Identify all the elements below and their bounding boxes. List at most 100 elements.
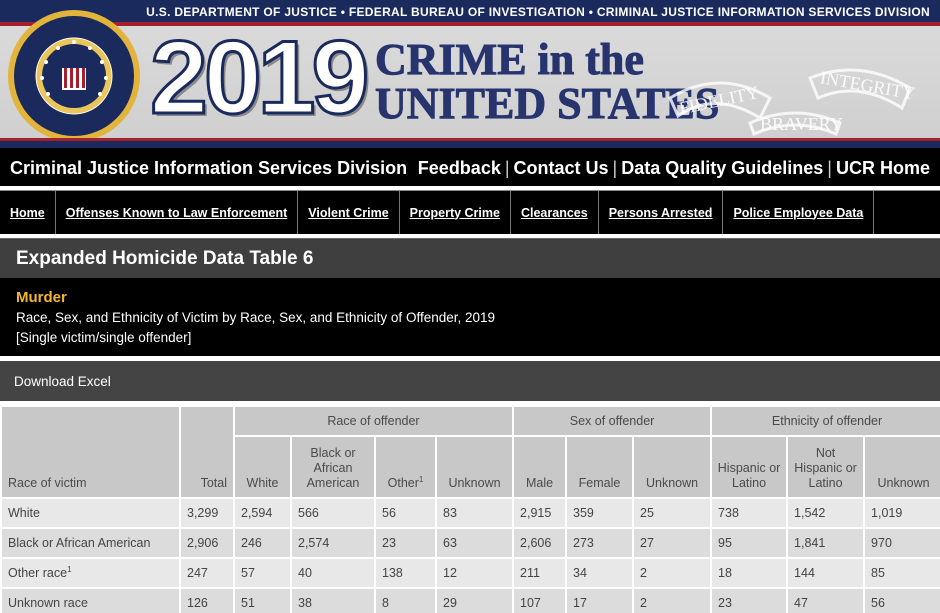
cell-white: 57 — [235, 559, 290, 587]
nav-offenses-known[interactable]: Offenses Known to Law Enforcement — [56, 191, 299, 234]
col-hispanic: Hispanic or Latino — [712, 437, 787, 497]
group-ethnicity-of-offender: Ethnicity of offender — [712, 407, 940, 435]
cell-hispanic: 95 — [712, 529, 787, 557]
cell-not-hispanic: 1,841 — [788, 529, 864, 557]
cell-total: 2,906 — [181, 529, 233, 557]
table-row: White 3,299 2,594 566 56 83 2,915 359 25… — [2, 499, 940, 527]
link-separator: | — [504, 157, 510, 178]
division-title: Criminal Justice Information Services Di… — [10, 157, 408, 178]
table-row: Other race1 247 57 40 138 12 211 34 2 18… — [2, 559, 940, 587]
cell-other: 56 — [376, 499, 435, 527]
cell-total: 3,299 — [181, 499, 233, 527]
group-race-of-offender: Race of offender — [235, 407, 513, 435]
banner: U.S. DEPARTMENT OF JUSTICE • FEDERAL BUR… — [0, 0, 940, 148]
table-row: Unknown race 126 51 38 8 29 107 17 2 23 … — [2, 589, 940, 613]
col-ethnicity-unknown: Unknown — [865, 437, 940, 497]
link-separator: | — [827, 157, 832, 178]
cell-race-unknown: 63 — [437, 529, 513, 557]
homicide-data-table: Race of victim Total Race of offender Se… — [0, 405, 940, 613]
col-race-unknown: Unknown — [437, 437, 513, 497]
table-row: Black or African American 2,906 246 2,57… — [2, 529, 940, 557]
row-label: Unknown race — [2, 589, 179, 613]
cell-ethnicity-unknown: 970 — [865, 529, 940, 557]
contact-us-link[interactable]: Contact Us — [513, 157, 609, 178]
row-label: White — [2, 499, 179, 527]
cell-race-unknown: 29 — [437, 589, 513, 613]
ucr-home-link[interactable]: UCR Home — [835, 157, 930, 178]
motto-ribbon-icon: FIDELITY INTEGRITY BRAVERY — [668, 67, 917, 136]
cell-hispanic: 738 — [712, 499, 787, 527]
page-heading-bar: Expanded Homicide Data Table 6 — [0, 238, 940, 278]
col-female: Female — [567, 437, 633, 497]
cell-hispanic: 18 — [712, 559, 787, 587]
table-note: [Single victim/single offender] — [16, 330, 192, 345]
banner-year: 2019 — [148, 20, 370, 136]
col-sex-unknown: Unknown — [634, 437, 711, 497]
cell-ethnicity-unknown: 56 — [865, 589, 940, 613]
table-subtitle: Murder — [16, 289, 67, 306]
top-links: Feedback | Contact Us | Data Quality Guideli… — [418, 158, 930, 179]
col-black: Black or African American — [292, 437, 374, 497]
cell-not-hispanic: 144 — [788, 559, 864, 587]
cell-male: 2,606 — [514, 529, 566, 557]
motto-bravery: BRAVERY — [760, 114, 843, 134]
banner-top-strip: U.S. DEPARTMENT OF JUSTICE • FEDERAL BUR… — [0, 0, 940, 22]
link-separator: | — [612, 157, 618, 178]
banner-title-line2: UNITED STATES — [374, 79, 720, 128]
cell-sex-unknown: 27 — [634, 529, 711, 557]
fbi-seal-icon — [8, 10, 140, 142]
cell-female: 34 — [567, 559, 633, 587]
cell-not-hispanic: 1,542 — [788, 499, 864, 527]
cell-male: 211 — [514, 559, 566, 587]
cell-black: 2,574 — [292, 529, 374, 557]
col-other: Other1 — [376, 437, 435, 497]
cell-male: 2,915 — [514, 499, 566, 527]
cell-female: 273 — [567, 529, 633, 557]
cell-black: 40 — [292, 559, 374, 587]
footnote-marker: 1 — [418, 474, 424, 484]
table-caption: Race, Sex, and Ethnicity of Victim by Ra… — [16, 310, 496, 325]
division-bar: Criminal Justice Information Services Di… — [0, 148, 940, 186]
cell-race-unknown: 12 — [437, 559, 513, 587]
nav-home[interactable]: Home — [0, 191, 56, 234]
nav-violent-crime[interactable]: Violent Crime — [298, 191, 400, 234]
cell-ethnicity-unknown: 85 — [865, 559, 940, 587]
feedback-link[interactable]: Feedback — [417, 157, 501, 178]
table-description: Murder Race, Sex, and Ethnicity of Victi… — [0, 278, 940, 356]
download-excel-link[interactable]: Download Excel — [14, 373, 111, 389]
cell-race-unknown: 83 — [437, 499, 513, 527]
cell-sex-unknown: 2 — [634, 589, 711, 613]
cell-ethnicity-unknown: 1,019 — [865, 499, 940, 527]
cell-sex-unknown: 2 — [634, 559, 711, 587]
row-label-text: Other race — [8, 566, 68, 581]
data-quality-guidelines-link[interactable]: Data Quality Guidelines — [621, 157, 824, 178]
cell-sex-unknown: 25 — [634, 499, 711, 527]
cell-other: 23 — [376, 529, 435, 557]
cell-black: 38 — [292, 589, 374, 613]
col-race-of-victim: Race of victim — [2, 407, 179, 497]
cell-white: 2,594 — [235, 499, 290, 527]
banner-title-line1: CRIME in the — [375, 35, 645, 84]
banner-agency-line: U.S. DEPARTMENT OF JUSTICE • FEDERAL BUR… — [146, 5, 930, 19]
col-white: White — [235, 437, 290, 497]
cell-other: 8 — [376, 589, 435, 613]
col-not-hispanic: Not Hispanic or Latino — [788, 437, 864, 497]
nav-persons-arrested[interactable]: Persons Arrested — [599, 191, 724, 234]
banner-bottom-stripe — [0, 138, 940, 148]
nav-clearances[interactable]: Clearances — [511, 191, 599, 234]
cell-female: 17 — [567, 589, 633, 613]
main-nav: Home Offenses Known to Law Enforcement V… — [0, 190, 940, 234]
col-total: Total — [181, 407, 233, 497]
col-other-label: Other — [387, 476, 419, 490]
cell-total: 126 — [181, 589, 233, 613]
cell-white: 246 — [235, 529, 290, 557]
row-label: Black or African American — [2, 529, 179, 557]
cell-black: 566 — [292, 499, 374, 527]
nav-property-crime[interactable]: Property Crime — [400, 191, 511, 234]
banner-red-stripe — [0, 22, 940, 26]
cell-hispanic: 23 — [712, 589, 787, 613]
group-sex-of-offender: Sex of offender — [514, 407, 711, 435]
cell-other: 138 — [376, 559, 435, 587]
nav-police-employee-data[interactable]: Police Employee Data — [723, 191, 875, 234]
download-bar: Download Excel — [0, 361, 940, 401]
